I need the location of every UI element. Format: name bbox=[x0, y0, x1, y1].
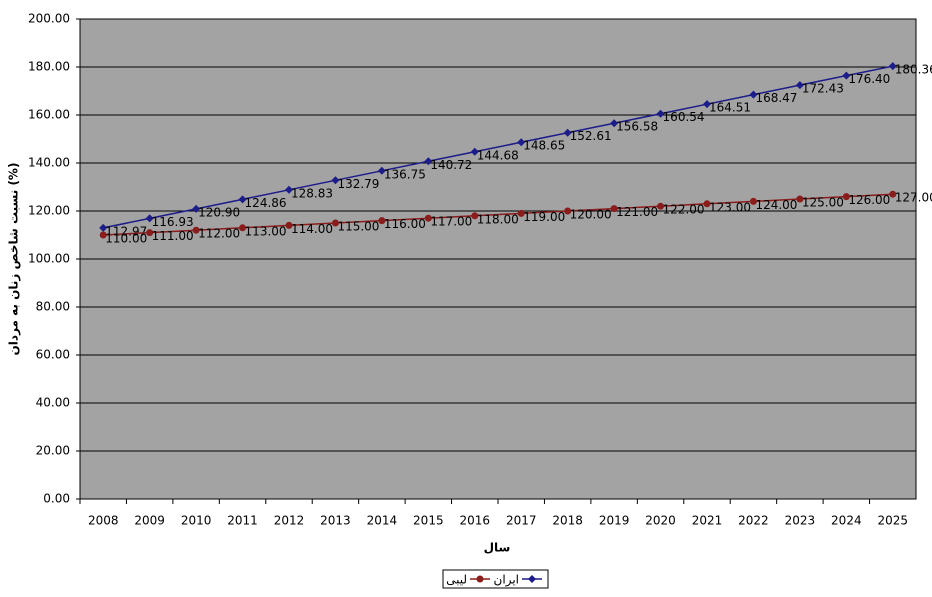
y-tick-label: 200.00 bbox=[28, 12, 70, 26]
y-tick-label: 60.00 bbox=[36, 348, 70, 362]
x-tick-label: 2016 bbox=[460, 514, 491, 528]
y-tick-label: 0.00 bbox=[43, 492, 70, 506]
data-label: 176.40 bbox=[848, 72, 890, 86]
y-tick-label: 80.00 bbox=[36, 300, 70, 314]
x-tick-label: 2015 bbox=[413, 514, 444, 528]
data-label: 111.00 bbox=[152, 229, 194, 243]
data-label: 110.00 bbox=[105, 232, 147, 246]
data-label: 156.58 bbox=[616, 120, 658, 134]
data-label: 114.00 bbox=[291, 222, 333, 236]
chart: سال نسبت شاخص زنان به مردان (%) 0.00 20.0… bbox=[0, 0, 932, 597]
legend: ایران لیبی bbox=[443, 570, 548, 588]
data-label: 140.72 bbox=[430, 158, 472, 172]
data-label: 180.36 bbox=[895, 63, 932, 77]
y-tick-label: 180.00 bbox=[28, 60, 70, 74]
data-label: 132.79 bbox=[337, 177, 379, 191]
x-tick-label: 2014 bbox=[367, 514, 398, 528]
data-label: 118.00 bbox=[477, 212, 519, 226]
x-tick-label: 2009 bbox=[134, 514, 165, 528]
x-tick-label: 2011 bbox=[227, 514, 258, 528]
x-tick-label: 2019 bbox=[599, 514, 630, 528]
data-label: 116.93 bbox=[152, 215, 194, 229]
x-tick-label: 2008 bbox=[88, 514, 119, 528]
data-label: 148.65 bbox=[523, 139, 565, 153]
data-label: 113.00 bbox=[245, 224, 287, 238]
data-label: 144.68 bbox=[477, 148, 519, 162]
data-label: 128.83 bbox=[291, 186, 333, 200]
x-tick-label: 2010 bbox=[181, 514, 212, 528]
y-tick-label: 120.00 bbox=[28, 204, 70, 218]
x-tick-label: 2018 bbox=[552, 514, 583, 528]
data-label: 124.86 bbox=[245, 196, 287, 210]
data-label: 117.00 bbox=[430, 215, 472, 229]
data-label: 164.51 bbox=[709, 101, 751, 115]
x-tick-label: 2023 bbox=[785, 514, 816, 528]
data-label: 115.00 bbox=[337, 220, 379, 234]
data-label: 116.00 bbox=[384, 217, 426, 231]
x-tick-label: 2021 bbox=[692, 514, 723, 528]
data-label: 126.00 bbox=[848, 193, 890, 207]
y-tick-label: 100.00 bbox=[28, 252, 70, 266]
data-label: 136.75 bbox=[384, 167, 426, 181]
x-tick-label: 2025 bbox=[878, 514, 909, 528]
x-tick-label: 2013 bbox=[320, 514, 351, 528]
y-axis-title: نسبت شاخص زنان به مردان (%) bbox=[7, 163, 21, 356]
y-tick-label: 40.00 bbox=[36, 396, 70, 410]
x-tick-label: 2017 bbox=[506, 514, 537, 528]
legend-marker bbox=[477, 576, 484, 583]
data-label: 120.00 bbox=[570, 208, 612, 222]
x-axis-title: سال bbox=[484, 541, 511, 555]
x-tick-label: 2012 bbox=[274, 514, 305, 528]
data-label: 127.00 bbox=[895, 191, 932, 205]
y-tick-label: 20.00 bbox=[36, 444, 70, 458]
x-tick-label: 2020 bbox=[645, 514, 676, 528]
data-label: 172.43 bbox=[802, 82, 844, 96]
data-label: 122.00 bbox=[663, 203, 705, 217]
legend-label: لیبی bbox=[446, 573, 467, 587]
data-label: 168.47 bbox=[755, 91, 797, 105]
data-label: 152.61 bbox=[570, 129, 612, 143]
data-label: 119.00 bbox=[523, 210, 565, 224]
y-tick-label: 140.00 bbox=[28, 156, 70, 170]
x-tick-label: 2022 bbox=[738, 514, 769, 528]
data-label: 121.00 bbox=[616, 205, 658, 219]
legend-label: ایران bbox=[494, 573, 519, 588]
data-label: 125.00 bbox=[802, 196, 844, 210]
data-label: 112.00 bbox=[198, 227, 240, 241]
x-tick-label: 2024 bbox=[831, 514, 862, 528]
data-label: 123.00 bbox=[709, 200, 751, 214]
data-label: 120.90 bbox=[198, 205, 240, 219]
data-label: 124.00 bbox=[755, 198, 797, 212]
data-label: 160.54 bbox=[663, 110, 705, 124]
y-tick-label: 160.00 bbox=[28, 108, 70, 122]
